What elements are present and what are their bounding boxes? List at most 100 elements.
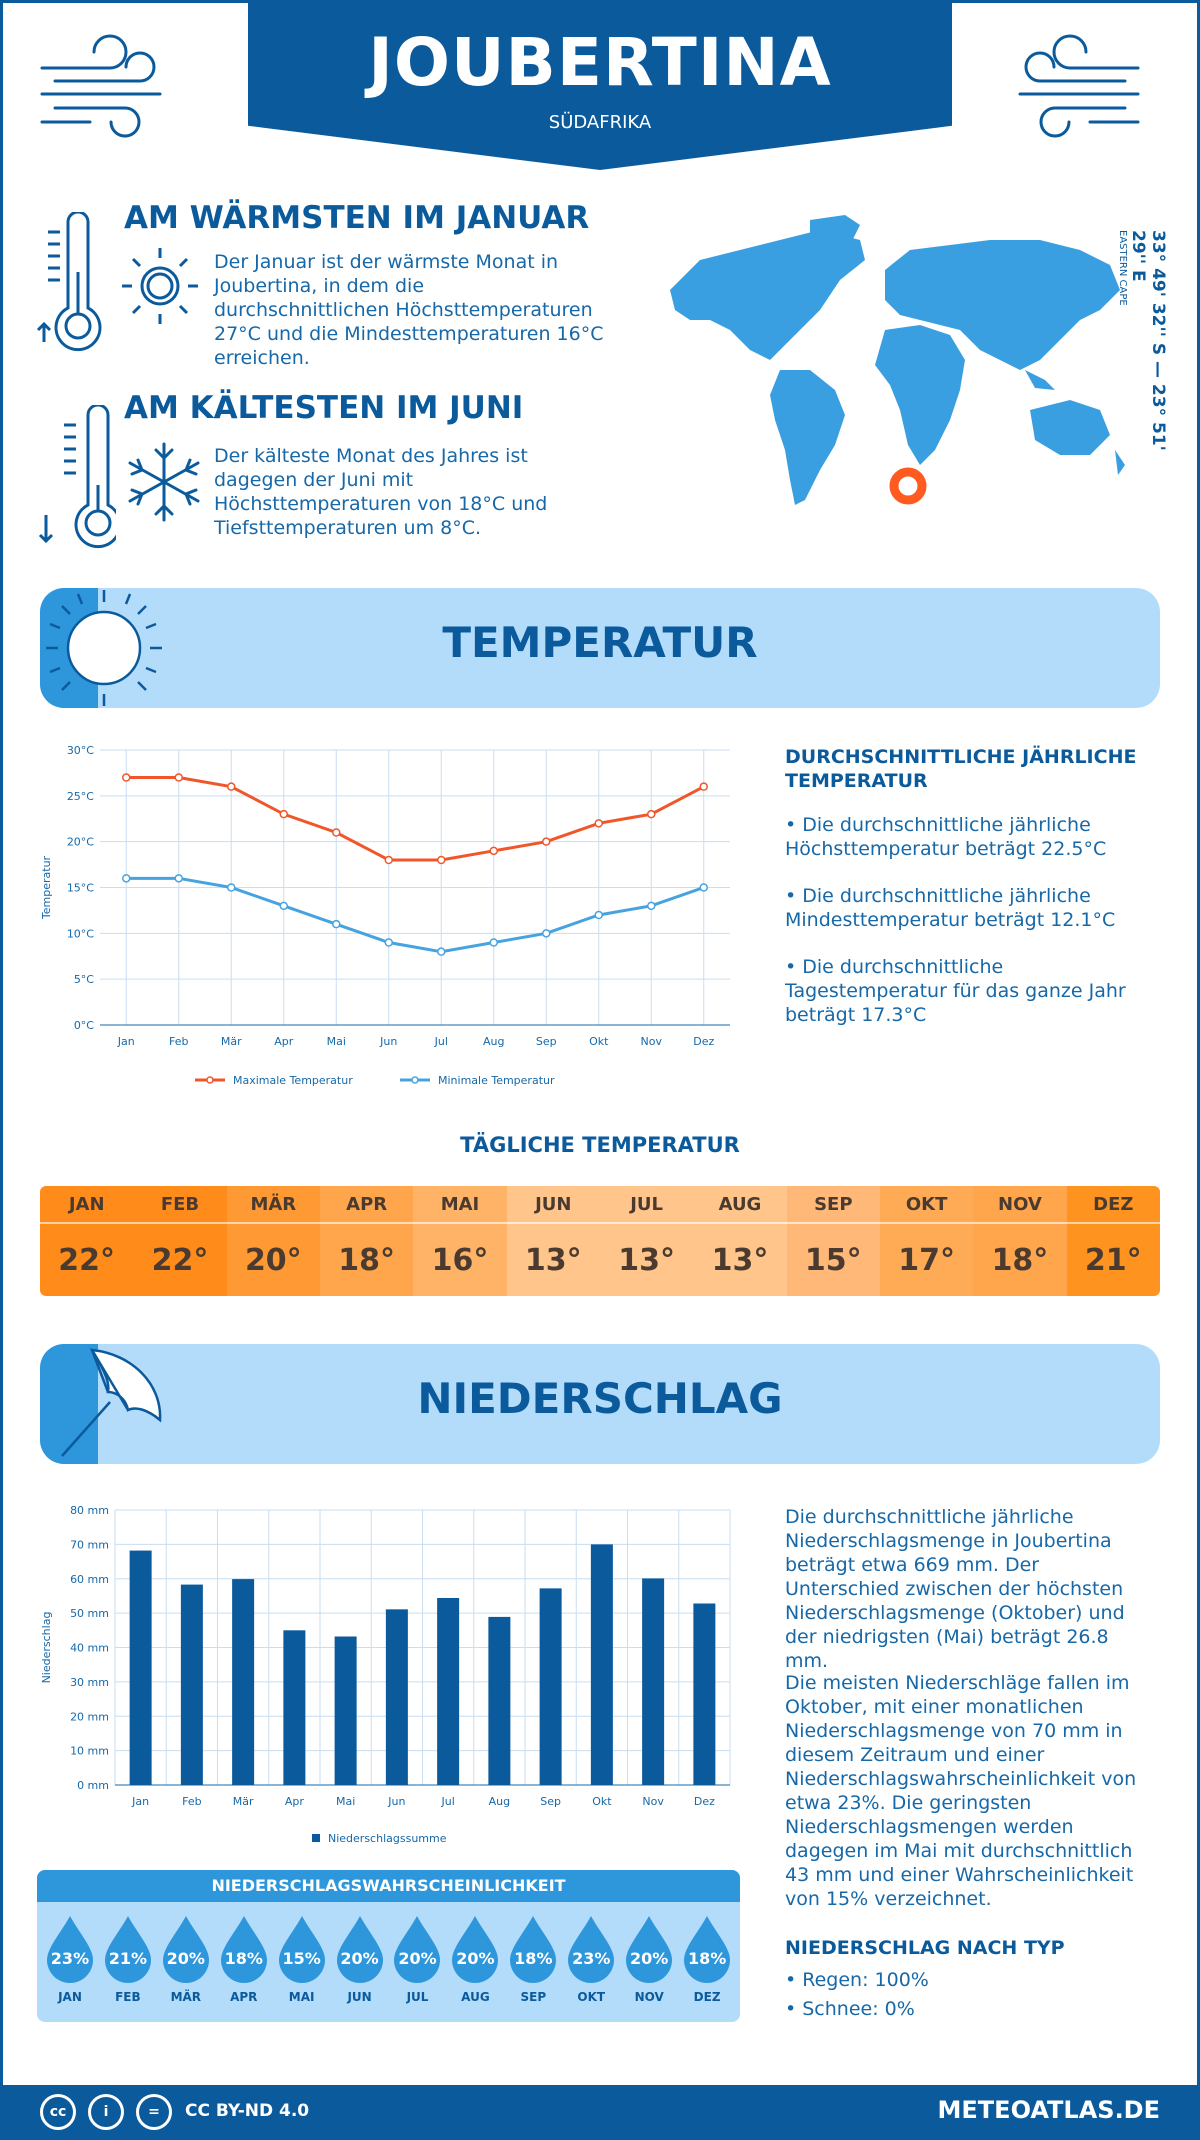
license-label[interactable]: CC BY-ND 4.0: [185, 2101, 310, 2121]
x-tick-label: Sep: [536, 1035, 557, 1048]
raindrop-icon: 15%: [277, 1914, 327, 1984]
data-point: [542, 837, 551, 846]
attribution-icon[interactable]: i: [88, 2094, 124, 2130]
daily-temp-value: 20°: [244, 1242, 302, 1278]
temperature-banner: [40, 588, 1160, 708]
daily-temp-cell: MÄR 20°: [226, 1186, 320, 1296]
cc-icon[interactable]: cc: [40, 2094, 76, 2130]
probability-value: 18%: [687, 1949, 727, 1968]
raindrop-icon: 20%: [335, 1914, 385, 1984]
y-tick-label: 30°C: [67, 744, 94, 757]
data-point: [594, 910, 603, 920]
legend-marker: [411, 1076, 419, 1084]
data-point: [437, 855, 446, 865]
data-point: [542, 929, 551, 938]
probability-item: 18% APR: [215, 1914, 273, 2004]
probability-month: JUN: [347, 1990, 372, 2004]
daily-temp-cell: JUL 13°: [599, 1186, 694, 1296]
x-tick-label: Dez: [693, 1035, 714, 1048]
bar: [129, 1550, 152, 1785]
no-derivatives-icon[interactable]: =: [136, 2094, 172, 2130]
daily-temp-value: 13°: [618, 1242, 675, 1278]
raindrop-icon: 21%: [103, 1914, 153, 1984]
daily-month-label: AUG: [693, 1186, 787, 1224]
daily-temp-value: 18°: [991, 1242, 1049, 1278]
probability-month: OKT: [577, 1990, 606, 2004]
daily-temperature-table: JAN 22° FEB 22° MÄR 20° APR 18° MAI 16° JUN 13° JUL 1…: [40, 1186, 1160, 1296]
data-point: [122, 773, 131, 782]
y-tick-label: 10°C: [67, 927, 94, 940]
y-tick-label: 50 mm: [70, 1607, 109, 1620]
data-point: [384, 938, 393, 947]
data-point: [437, 947, 446, 956]
x-tick-label: Sep: [540, 1795, 561, 1808]
daily-month-label: FEB: [133, 1186, 227, 1224]
coordinates-panel: 33° 49' 32'' S — 23° 51' 29'' E EASTERN …: [1117, 230, 1168, 490]
daily-month-label: JAN: [40, 1186, 134, 1224]
wind-icon: [40, 26, 170, 150]
temperature-bullet: • Die durchschnittliche jährliche Mindes…: [785, 885, 1116, 931]
data-point: [489, 938, 498, 947]
data-point: [332, 828, 341, 837]
data-point: [174, 773, 183, 782]
probability-item: 20% NOV: [620, 1914, 678, 2004]
precipitation-probability-panel: NIEDERSCHLAGSWAHRSCHEINLICHKEIT 23% JAN 21…: [37, 1870, 740, 2022]
y-tick-label: 60 mm: [70, 1573, 109, 1586]
x-tick-label: Mai: [336, 1795, 355, 1808]
x-tick-label: Okt: [589, 1035, 609, 1048]
precip-type-snow: • Schnee: 0%: [785, 1998, 915, 2020]
site-link[interactable]: METEOATLAS.DE: [937, 2096, 1160, 2124]
probability-drops: 23% JAN 21% FEB 20% MÄR 18% APR 15% MAI 20% JUN 20% J…: [37, 1902, 740, 2004]
data-point: [699, 782, 708, 791]
legend-label: Minimale Temperatur: [438, 1074, 555, 1087]
bar: [385, 1609, 408, 1785]
precipitation-title: NIEDERSCHLAG: [417, 1374, 783, 1423]
raindrop-icon: 20%: [161, 1914, 211, 1984]
probability-title: NIEDERSCHLAGSWAHRSCHEINLICHKEIT: [37, 1870, 740, 1902]
daily-temp-value: 15°: [804, 1242, 862, 1278]
temperature-bullet: • Die durchschnittliche Tagestemperatur …: [785, 956, 1126, 1026]
x-tick-label: Jun: [387, 1795, 405, 1808]
temperature-bullet: • Die durchschnittliche jährliche Höchst…: [785, 814, 1107, 860]
thermometer-warm-icon: [36, 210, 116, 356]
probability-month: JUL: [406, 1990, 429, 2004]
y-tick-label: 20°C: [67, 836, 94, 849]
probability-value: 15%: [282, 1949, 321, 1968]
daily-temp-value: 16°: [431, 1242, 489, 1278]
raindrop-icon: 18%: [219, 1914, 269, 1984]
bar: [232, 1579, 255, 1785]
raindrop-icon: 20%: [624, 1914, 674, 1984]
y-tick-label: 20 mm: [70, 1710, 109, 1723]
x-tick-label: Nov: [641, 1035, 663, 1048]
daily-month-label: APR: [319, 1186, 414, 1224]
bar: [488, 1616, 511, 1785]
umbrella-icon: [52, 1344, 172, 1468]
y-tick-label: 15°C: [67, 882, 94, 895]
x-tick-label: Apr: [285, 1795, 305, 1808]
probability-value: 20%: [166, 1949, 205, 1968]
temperature-chart: 0°C 5°C 10°C 15°C 20°C 25°C 30°C Jan Feb Mär Apr Ma…: [30, 740, 750, 1104]
precip-type-title: NIEDERSCHLAG NACH TYP: [785, 1937, 1065, 1959]
probability-value: 20%: [456, 1949, 495, 1968]
sun-icon: [118, 244, 202, 332]
series-line: [126, 876, 705, 954]
warmest-title: AM WÄRMSTEN IM JANUAR: [124, 200, 590, 236]
daily-temp-value: 13°: [524, 1242, 582, 1278]
precipitation-text: Die meisten Niederschläge fallen im Okto…: [785, 1672, 1137, 1910]
probability-value: 20%: [398, 1949, 437, 1968]
probability-item: 23% JAN: [41, 1914, 99, 2004]
daily-month-label: MAI: [413, 1186, 507, 1224]
legend-marker: [206, 1076, 214, 1084]
daily-temp-value: 18°: [338, 1242, 396, 1278]
probability-value: 20%: [340, 1949, 379, 1968]
legend-label: Niederschlagssumme: [328, 1832, 447, 1845]
probability-month: NOV: [634, 1990, 664, 2004]
probability-item: 20% MÄR: [157, 1914, 215, 2004]
y-axis-label: Niederschlag: [40, 1612, 53, 1684]
daily-temp-cell: NOV 18°: [973, 1186, 1067, 1296]
daily-temp-cell: OKT 17°: [879, 1186, 974, 1296]
daily-temp-cell: JAN 22°: [40, 1186, 134, 1296]
x-tick-label: Jul: [434, 1035, 448, 1048]
data-point: [122, 874, 131, 883]
data-point: [647, 901, 656, 911]
